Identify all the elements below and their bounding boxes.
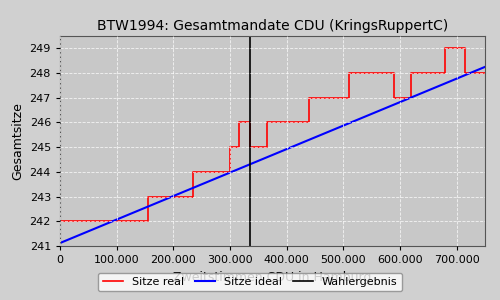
Sitze real — [236, 121, 242, 124]
Sitze real — [145, 220, 151, 223]
Sitze real — [111, 220, 117, 223]
Sitze real — [408, 71, 414, 75]
X-axis label: Zweitstimmen CDU in Hamburg: Zweitstimmen CDU in Hamburg — [174, 271, 372, 284]
Sitze real — [392, 96, 398, 100]
Sitze real — [346, 96, 352, 100]
Sitze real — [329, 96, 335, 100]
Sitze real — [426, 71, 432, 75]
Sitze real — [247, 146, 253, 149]
Sitze real — [247, 121, 253, 124]
Sitze real — [482, 71, 488, 75]
Sitze real — [284, 121, 290, 124]
Sitze real — [264, 121, 270, 124]
Sitze real — [442, 71, 448, 75]
Sitze real — [462, 71, 468, 75]
Sitze real — [236, 146, 242, 149]
Sitze real — [168, 195, 173, 198]
Sitze real — [227, 170, 233, 174]
Line: Sitze real: Sitze real — [60, 48, 485, 221]
Sitze real — [284, 121, 290, 124]
Sitze real — [392, 71, 398, 75]
Sitze real — [227, 146, 233, 149]
Sitze real — [329, 96, 335, 100]
Sitze real — [306, 121, 312, 124]
Sitze real — [426, 71, 432, 75]
Sitze real — [190, 170, 196, 174]
Sitze real — [111, 220, 117, 223]
Sitze real — [442, 46, 448, 50]
Sitze real — [462, 46, 468, 50]
Legend: Sitze real, Sitze ideal, Wahlergebnis: Sitze real, Sitze ideal, Wahlergebnis — [98, 273, 402, 291]
Sitze real — [306, 96, 312, 100]
Sitze real — [264, 146, 270, 149]
Sitze real — [168, 195, 173, 198]
Y-axis label: Gesamtsitze: Gesamtsitze — [11, 102, 24, 180]
Sitze real — [346, 71, 352, 75]
Sitze real — [366, 71, 372, 75]
Sitze real — [366, 71, 372, 75]
Sitze real — [210, 170, 216, 174]
Sitze real — [145, 195, 151, 198]
Sitze real — [57, 220, 63, 223]
Title: BTW1994: Gesamtmandate CDU (KringsRuppertC): BTW1994: Gesamtmandate CDU (KringsRupper… — [97, 20, 448, 33]
Sitze real — [408, 96, 414, 100]
Sitze real — [210, 170, 216, 174]
Sitze real — [190, 195, 196, 198]
